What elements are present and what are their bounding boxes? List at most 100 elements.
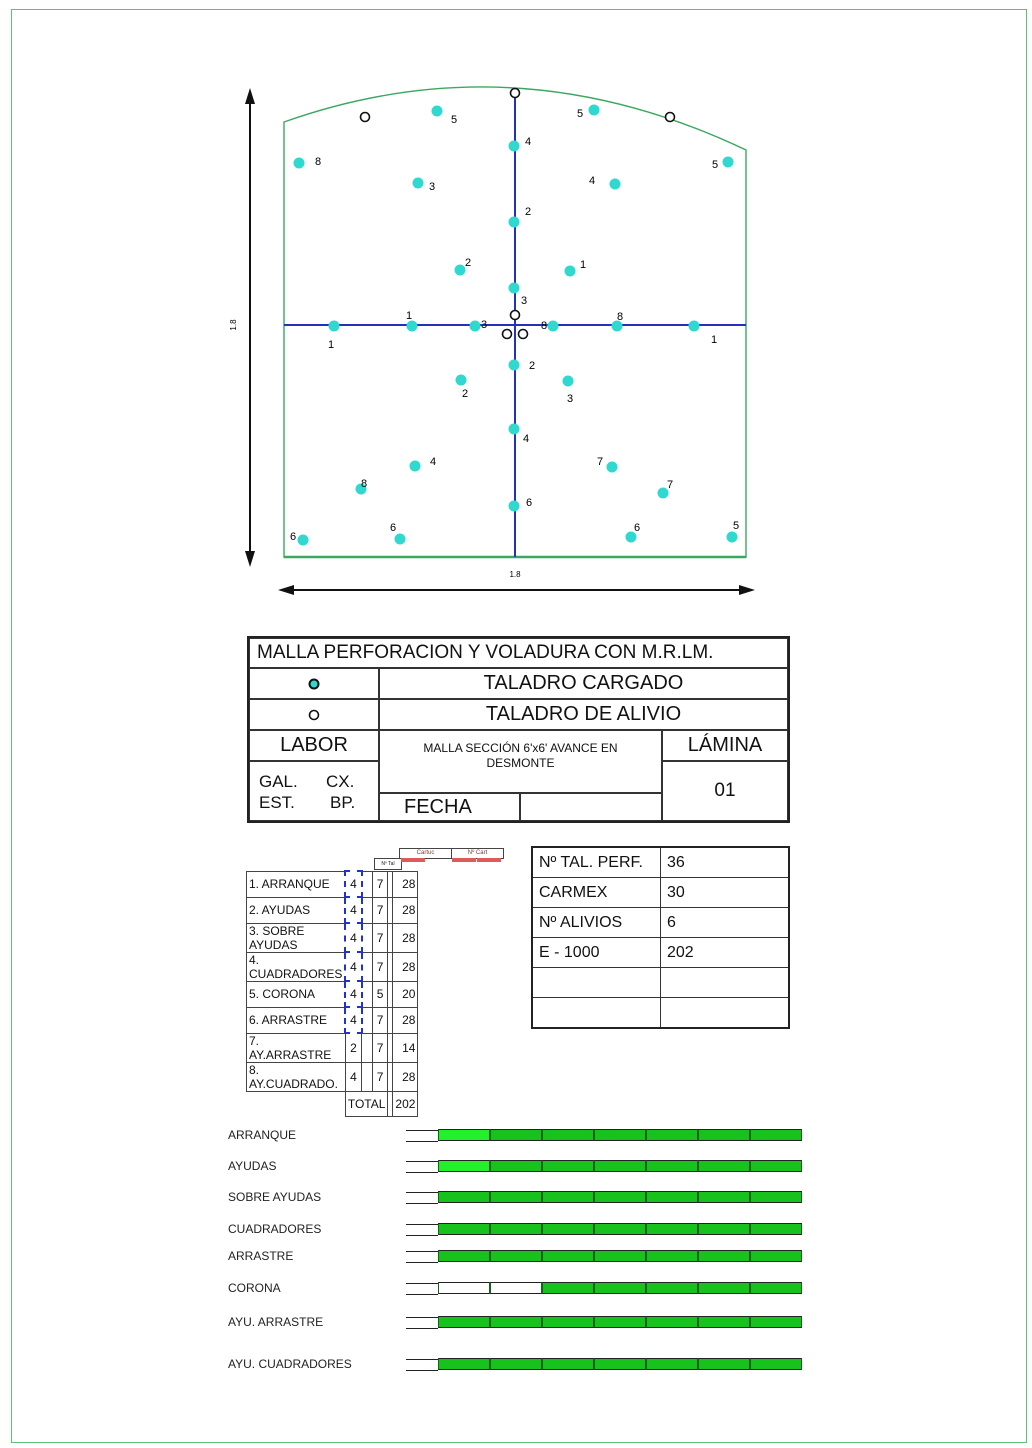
- summary-label: Nº ALIVIOS: [531, 907, 661, 938]
- sequence-segment: [750, 1250, 802, 1262]
- sequence-segment: [698, 1282, 750, 1294]
- header-color-strip: [452, 858, 476, 862]
- sequence-row: CUADRADORES: [228, 1221, 808, 1241]
- sequence-segment: [750, 1316, 802, 1328]
- malla-description-line1: MALLA SECCIÓN 6'x6' AVANCE EN: [423, 741, 618, 755]
- loaded-hole-marker: [657, 487, 669, 499]
- sequence-segment: [490, 1223, 542, 1235]
- loaded-hole: 2: [508, 359, 535, 372]
- loaded-hole: 8: [293, 156, 321, 169]
- table-row: 6. ARRASTRE 4 7 28: [246, 1006, 419, 1034]
- hole-delay-label: 8: [617, 311, 623, 323]
- ntal-header: Nº Tal: [374, 858, 402, 870]
- loaded-hole: 6: [390, 522, 406, 545]
- sequence-segment: [438, 1129, 490, 1141]
- sequence-lead: [406, 1224, 438, 1236]
- loaded-hole: 1: [564, 259, 586, 277]
- sequence-lead: [406, 1317, 438, 1329]
- spacer: [361, 1061, 373, 1092]
- loaded-hole: 8: [541, 320, 559, 332]
- sequence-segment: [542, 1358, 594, 1370]
- sequence-segment: [646, 1223, 698, 1235]
- sequence-segment: [542, 1191, 594, 1203]
- hole-delay-label: 4: [430, 456, 436, 468]
- sequence-segment: [698, 1160, 750, 1172]
- relief-hole-icon: [308, 709, 320, 720]
- holes-table-grid: 1. ARRANQUE 4 7 28 2. AYUDAS 4 7 28 3. SOBRE AYU…: [246, 870, 419, 1117]
- loaded-hole-marker: [508, 423, 520, 435]
- holes-count: 4: [344, 1061, 363, 1092]
- hole-delay-label: 4: [589, 175, 595, 187]
- sequence-row: ARRANQUE: [228, 1127, 808, 1147]
- summary-value: [660, 967, 790, 998]
- group-name: 8. AY.CUADRADO.: [246, 1061, 346, 1092]
- hole-delay-label: 1: [711, 334, 717, 346]
- group-name: 2. AYUDAS: [246, 896, 346, 924]
- sequence-segment: [646, 1160, 698, 1172]
- hole-delay-label: 6: [526, 497, 532, 509]
- summary-label: Nº TAL. PERF.: [531, 846, 661, 878]
- sequence-segment: [490, 1316, 542, 1328]
- total-value: 202: [392, 1090, 419, 1117]
- sequence-segment: [438, 1358, 490, 1370]
- sequence-row: AYU. CUADRADORES: [228, 1356, 808, 1376]
- loaded-hole-marker: [726, 531, 738, 543]
- relief-hole-legend-label: TALADRO DE ALIVIO: [379, 699, 788, 730]
- gal-label: GAL.: [259, 772, 298, 791]
- sequence-label: SOBRE AYUDAS: [228, 1190, 322, 1204]
- drill-pattern-diagram: 1.8 1.8 5 5 8 5 4 3 4 2 2 1 3 1 1 3 8 8 1 2 2 3 4 4 7 8 7 6 6 6 6 5: [229, 86, 755, 595]
- relief-hole-marker: [517, 328, 529, 340]
- summary-label: E - 1000: [531, 937, 661, 968]
- relief-hole-marker: [359, 111, 371, 123]
- sequence-segment: [490, 1358, 542, 1370]
- sequence-segment: [594, 1250, 646, 1262]
- hole-delay-label: 3: [481, 319, 487, 331]
- table-row: 4. CUADRADORES 4 7 28: [246, 951, 419, 982]
- sequence-segment: [750, 1160, 802, 1172]
- spacer: [361, 980, 373, 1008]
- sequence-segment: [542, 1160, 594, 1172]
- loaded-hole: 5: [577, 104, 600, 120]
- sequence-row: AYU. ARRASTRE: [228, 1314, 808, 1334]
- loaded-hole-marker: [412, 177, 424, 189]
- holes-count: 4: [344, 951, 363, 982]
- sequence-segment: [750, 1129, 802, 1141]
- sequence-segment: [542, 1282, 594, 1294]
- hole-delay-label: 6: [634, 522, 640, 534]
- loaded-hole: 4: [589, 175, 621, 190]
- group-name: 7. AY.ARRASTRE: [246, 1032, 346, 1063]
- total-cartridges: 28: [392, 922, 419, 953]
- loaded-hole-marker: [508, 216, 520, 228]
- vertical-dimension: 1.8: [229, 88, 255, 567]
- holes-count: 4: [344, 896, 363, 924]
- summary-table: Nº TAL. PERF. 36 CARMEX 30 Nº ALIVIOS 6 E - 10…: [531, 846, 790, 1029]
- sequence-lead: [406, 1192, 438, 1204]
- loaded-hole: 6: [290, 531, 309, 546]
- table-row: 5. CORONA 4 5 20: [246, 980, 419, 1008]
- loaded-hole-marker: [508, 282, 520, 294]
- sequence-segment: [594, 1358, 646, 1370]
- loaded-hole: 2: [454, 257, 471, 276]
- summary-row: [531, 997, 790, 1029]
- cartridges-per-hole: 5: [371, 980, 389, 1008]
- loaded-hole-marker: [293, 157, 305, 169]
- sequence-label: CUADRADORES: [228, 1222, 322, 1236]
- hole-delay-label: 6: [390, 522, 396, 534]
- table-row: 3. SOBRE AYUDAS 4 7 28: [246, 922, 419, 953]
- loaded-hole: 6: [508, 497, 532, 512]
- sequence-segment: [646, 1191, 698, 1203]
- loaded-hole: 1: [688, 320, 717, 346]
- sequence-segment: [490, 1160, 542, 1172]
- table-row: 1. ARRANQUE 4 7 28: [246, 870, 419, 898]
- loaded-hole-marker: [562, 375, 574, 387]
- group-name: 4. CUADRADORES: [246, 951, 346, 982]
- horizontal-dimension: 1.8: [278, 570, 755, 595]
- sequence-lead: [406, 1130, 438, 1142]
- lamina-label: LÁMINA: [662, 730, 788, 761]
- sequence-row: SOBRE AYUDAS: [228, 1189, 808, 1209]
- sequence-segment: [698, 1316, 750, 1328]
- table-row-total: TOTAL 202: [247, 1090, 419, 1117]
- spacer: [361, 922, 373, 953]
- loaded-hole-marker: [508, 500, 520, 512]
- sequence-label: AYU. ARRASTRE: [228, 1315, 324, 1329]
